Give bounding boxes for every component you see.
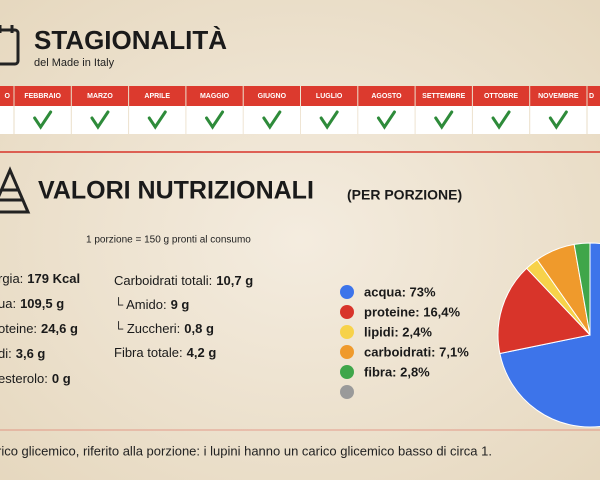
month-check-cell bbox=[15, 106, 71, 134]
month-check-cell bbox=[530, 106, 586, 134]
title: STAGIONALITÀ bbox=[34, 25, 227, 55]
month-label: D bbox=[589, 93, 594, 100]
month-check-cell bbox=[301, 106, 357, 134]
nutrient-name: Carboidrati totali: bbox=[114, 273, 212, 288]
legend-dot bbox=[340, 305, 354, 319]
nutrient-row: Fibra totale: 4,2 g bbox=[114, 345, 216, 360]
month-check-cell bbox=[72, 106, 128, 134]
month-label: FEBBRAIO bbox=[24, 93, 61, 100]
footer: rico glicemico, riferito alla porzione: … bbox=[0, 443, 492, 458]
nutrient-value: 10,7 g bbox=[216, 273, 253, 288]
legend-label: proteine: 16,4% bbox=[364, 304, 461, 319]
nutrient-row: di: 3,6 g bbox=[0, 346, 45, 361]
nutrient-value: 3,6 g bbox=[16, 346, 46, 361]
nutrition-title: VALORI NUTRIZIONALI bbox=[38, 177, 314, 205]
nutrient-value: 4,2 g bbox=[187, 345, 217, 360]
legend-dot bbox=[340, 365, 354, 379]
portion-note: 1 porzione = 150 g pronti al consumo bbox=[86, 235, 251, 246]
month-label: SETTEMBRE bbox=[422, 93, 466, 100]
month-check-cell bbox=[129, 106, 185, 134]
month-check-cell bbox=[244, 106, 300, 134]
month-label: APRILE bbox=[144, 93, 170, 100]
nutrient-value: 24,6 g bbox=[41, 321, 78, 336]
month-label: GIUGNO bbox=[258, 93, 287, 100]
nutrient-name: di: bbox=[0, 346, 12, 361]
month-label: NOVEMBRE bbox=[538, 93, 579, 100]
nutrient-name: oteine: bbox=[0, 321, 37, 336]
legend-label: fibra: 2,8% bbox=[364, 364, 430, 379]
month-check-cell bbox=[473, 106, 529, 134]
month-check-cell bbox=[588, 106, 600, 134]
month-label: OTTOBRE bbox=[484, 93, 518, 100]
month-label: LUGLIO bbox=[316, 93, 343, 100]
nutrient-name: └ Zuccheri: bbox=[114, 321, 180, 336]
legend-dot bbox=[340, 325, 354, 339]
month-label: MAGGIO bbox=[200, 93, 230, 100]
month-check-cell bbox=[416, 106, 472, 134]
nutrition-qualifier: (PER PORZIONE) bbox=[347, 187, 462, 203]
nutrient-value: 179 Kcal bbox=[27, 271, 80, 286]
nutrient-value: 109,5 g bbox=[20, 296, 64, 311]
legend-dot bbox=[340, 385, 354, 399]
nutrient-row: esterolo: 0 g bbox=[0, 371, 71, 386]
nutrient-name: ua: bbox=[0, 296, 16, 311]
nutrient-row: ua: 109,5 g bbox=[0, 296, 64, 311]
legend-dot bbox=[340, 285, 354, 299]
month-label: AGOSTO bbox=[371, 93, 402, 100]
legend-dot bbox=[340, 345, 354, 359]
nutrient-name: Fibra totale: bbox=[114, 345, 183, 360]
nutrient-row: Carboidrati totali: 10,7 g bbox=[114, 273, 253, 288]
nutrient-row: └ Zuccheri: 0,8 g bbox=[114, 321, 214, 336]
legend-label: carboidrati: 7,1% bbox=[364, 344, 469, 359]
legend-label: acqua: 73% bbox=[364, 284, 436, 299]
month-check-cell bbox=[186, 106, 242, 134]
month-label: O bbox=[5, 93, 11, 100]
month-label: MARZO bbox=[87, 93, 113, 100]
months-row: O FEBBRAIO MARZO APRILE MAGGIO GIUGNO LUGLIO AG… bbox=[0, 86, 600, 134]
nutrient-row: └ Amido: 9 g bbox=[114, 297, 189, 312]
nutrient-value: 0,8 g bbox=[184, 321, 214, 336]
legend-label: lipidi: 2,4% bbox=[364, 324, 432, 339]
nutrient-value: 9 g bbox=[171, 297, 190, 312]
nutrient-name: rgia: bbox=[0, 271, 23, 286]
nutrient-name: └ Amido: bbox=[114, 297, 167, 312]
subtitle: del Made in Italy bbox=[34, 57, 115, 69]
month-check-cell bbox=[0, 106, 14, 134]
nutrient-name: esterolo: bbox=[0, 371, 48, 386]
month-check-cell bbox=[358, 106, 414, 134]
nutrient-value: 0 g bbox=[52, 371, 71, 386]
nutrient-row: rgia: 179 Kcal bbox=[0, 271, 80, 286]
